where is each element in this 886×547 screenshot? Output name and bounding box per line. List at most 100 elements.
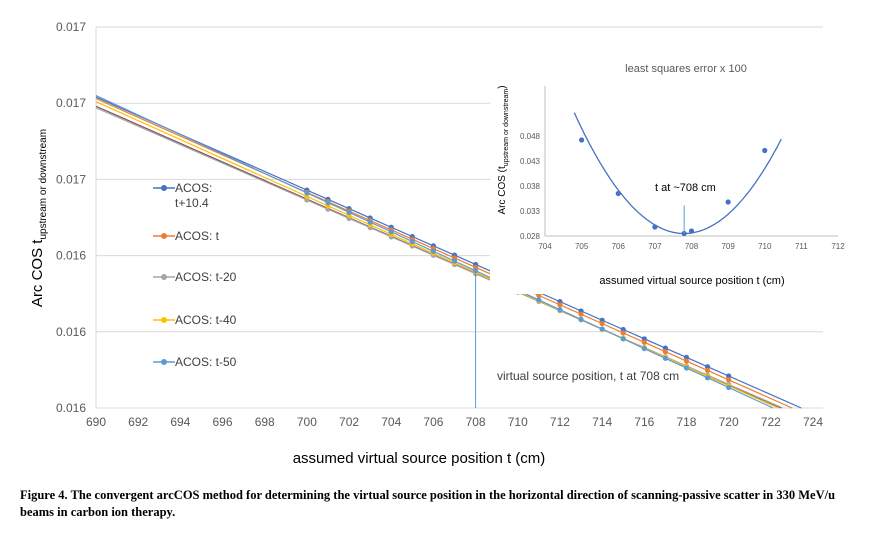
main-y-axis-label: Arc COS tupstream or downstream: [29, 129, 49, 307]
main-y-tick-label: 0.017: [56, 20, 86, 34]
main-y-tick-label: 0.016: [56, 401, 86, 415]
inset-y-axis-label-sub: upstream or downstream: [503, 89, 510, 167]
inset-y-tick-label: 0.038: [520, 182, 541, 191]
main-annotation-text: virtual source position, t at 708 cm: [497, 369, 679, 383]
main-gridlines: [95, 26, 823, 409]
main-series-marker: [536, 292, 542, 299]
main-series-marker: [726, 373, 732, 379]
main-x-tick-label: 714: [592, 415, 612, 429]
main-x-axis-label: assumed virtual source position t (cm): [293, 450, 546, 467]
inset-title: least squares error x 100: [625, 63, 747, 75]
main-x-tick-label: 706: [423, 415, 443, 429]
main-series-marker: [620, 336, 626, 342]
inset-annotation-text: t at ~708 cm: [655, 182, 716, 194]
legend-label: ACOS: t+10.4: [175, 181, 212, 210]
main-x-tick-labels: 690 692 694 696 698 700 702 704 706 708 710 712 714 7…: [86, 415, 823, 429]
inset-x-tick-label: 712: [831, 242, 845, 251]
main-series-marker: [620, 330, 626, 336]
inset-x-axis-label: assumed virtual source position t (cm): [599, 275, 784, 287]
legend-swatch-marker: [161, 185, 167, 191]
main-series-marker: [346, 209, 352, 215]
inset-y-axis-label-main: Arc COS (t: [497, 166, 508, 215]
main-x-tick-label: 722: [761, 415, 781, 429]
legend-label: ACOS: t: [175, 229, 220, 243]
legend-item: ACOS: t-20: [153, 270, 237, 284]
inset-marker: [615, 190, 621, 197]
main-y-tick-label: 0.016: [56, 249, 86, 263]
inset-background: [490, 52, 850, 294]
main-x-tick-label: 700: [297, 415, 317, 429]
inset-x-tick-label: 706: [612, 242, 626, 251]
legend-swatch-marker: [161, 233, 167, 239]
main-x-tick-label: 710: [508, 415, 528, 429]
main-x-tick-label: 696: [213, 415, 233, 429]
inset-marker: [762, 147, 768, 154]
main-series-marker: [662, 355, 668, 361]
main-series-marker: [704, 375, 711, 381]
legend-item: ACOS: t-50: [153, 355, 237, 369]
legend-item: ACOS: t: [153, 229, 220, 243]
main-y-tick-label: 0.017: [56, 172, 86, 186]
figure-caption: Figure 4. The convergent arcCOS method f…: [20, 488, 836, 519]
main-series-marker: [304, 197, 310, 203]
main-y-tick-label: 0.017: [56, 96, 86, 110]
main-series-marker: [599, 326, 605, 332]
main-series-marker: [409, 238, 415, 245]
main-x-tick-label: 690: [86, 415, 106, 429]
inset-markers: [579, 137, 768, 237]
main-series-marker: [578, 311, 584, 317]
inset-marker: [725, 199, 731, 205]
main-series-marker: [304, 190, 310, 196]
inset-y-axis-label-end: ): [497, 85, 508, 88]
main-series-marker: [367, 219, 373, 225]
main-series-markers: [304, 187, 732, 391]
inset-x-tick-label: 704: [538, 242, 552, 251]
main-legend: ACOS: t+10.4 ACOS: t ACOS: t-20 ACOS: t-40 AC…: [153, 181, 237, 369]
main-series-marker: [641, 339, 647, 345]
legend-label: ACOS: t-40: [175, 313, 237, 327]
main-series-marker: [704, 367, 711, 374]
legend-item: ACOS: t+10.4: [153, 181, 212, 210]
main-series-marker: [557, 307, 563, 313]
main-series-marker: [683, 354, 690, 361]
main-series-marker: [430, 248, 437, 254]
main-series-marker: [662, 349, 668, 355]
inset-marker: [688, 228, 695, 234]
inset-y-tick-label: 0.028: [520, 232, 541, 241]
main-series-line: [95, 96, 802, 409]
main-y-tick-label: 0.016: [56, 325, 86, 339]
main-series-marker: [704, 364, 711, 370]
main-x-tick-label: 698: [255, 415, 275, 429]
main-series-marker: [325, 200, 331, 206]
main-figure: 0.016 0.016 0.016 0.017 0.017 0.017 690 692 694…: [29, 20, 850, 467]
inset-x-tick-label: 705: [575, 242, 589, 251]
main-y-axis-label-sub: upstream or downstream: [38, 129, 49, 240]
main-x-tick-label: 718: [676, 415, 696, 429]
inset-curve: [573, 112, 782, 235]
legend-swatch-marker: [161, 359, 167, 365]
main-y-axis-label-main: Arc COS t: [29, 239, 46, 307]
inset-x-tick-label: 709: [721, 242, 735, 251]
main-series-marker: [726, 377, 732, 383]
main-series-marker: [683, 358, 690, 364]
inset-y-tick-label: 0.033: [520, 207, 541, 216]
legend-label: ACOS: t-20: [175, 270, 237, 284]
main-x-tick-label: 724: [803, 415, 823, 429]
main-series-line: [95, 107, 783, 409]
main-x-tick-label: 694: [170, 415, 190, 429]
inset-x-tick-label: 708: [685, 242, 699, 251]
main-x-tick-label: 704: [381, 415, 401, 429]
inset-y-tick-labels: 0.028 0.033 0.038 0.043 0.048: [520, 132, 541, 241]
main-series-line: [95, 98, 793, 409]
main-series-marker: [683, 365, 690, 371]
main-series-marker: [599, 320, 605, 327]
legend-swatch-marker: [161, 274, 167, 280]
main-series-marker: [726, 384, 732, 391]
inset-x-tick-label: 711: [795, 242, 808, 251]
legend-item: ACOS: t-40: [153, 313, 237, 327]
main-x-tick-label: 708: [466, 415, 486, 429]
main-series-marker: [662, 345, 668, 351]
main-x-tick-label: 720: [719, 415, 739, 429]
main-x-tick-label: 702: [339, 415, 359, 429]
legend-swatch-marker: [161, 317, 167, 323]
